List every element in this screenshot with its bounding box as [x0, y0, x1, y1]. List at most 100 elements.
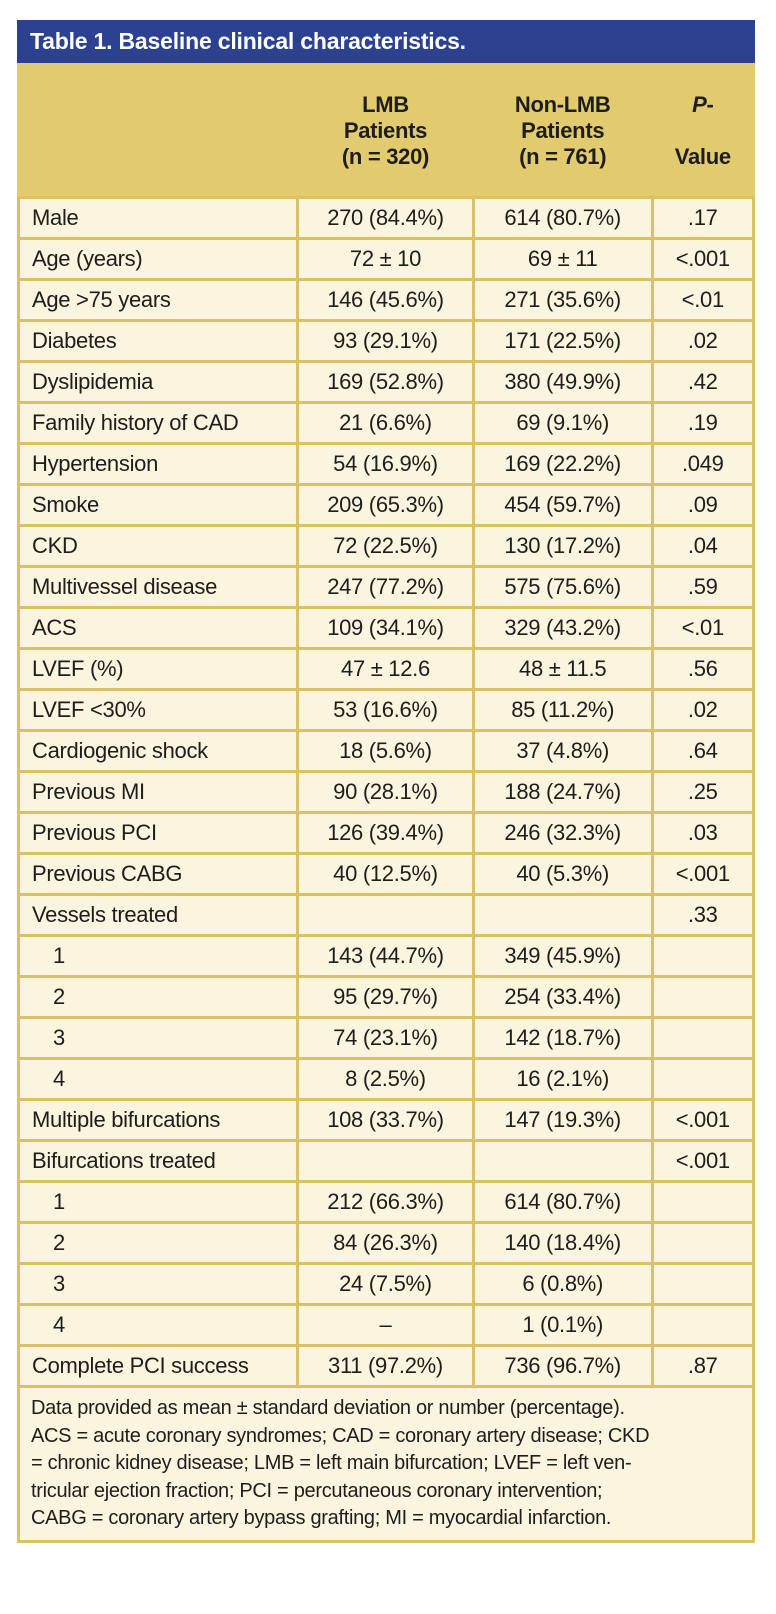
row-label: 4 — [16, 1057, 300, 1101]
nonlmb-value: 246 (32.3%) — [471, 811, 654, 855]
p-value: <.01 — [650, 606, 756, 650]
row-label: Multivessel disease — [16, 565, 300, 609]
nonlmb-value: 614 (80.7%) — [471, 1180, 654, 1224]
p-value: .33 — [650, 893, 756, 937]
row-label: Dyslipidemia — [16, 360, 300, 404]
row-label: LVEF (%) — [16, 647, 300, 691]
p-value: .19 — [650, 401, 756, 445]
p-value: .02 — [650, 319, 756, 363]
table-row: Diabetes 93 (29.1%) 171 (22.5%) .02 — [16, 319, 756, 363]
nonlmb-value: 37 (4.8%) — [471, 729, 654, 773]
row-label: Diabetes — [16, 319, 300, 363]
p-value: .56 — [650, 647, 756, 691]
nonlmb-value: 188 (24.7%) — [471, 770, 654, 814]
row-label: LVEF <30% — [16, 688, 300, 732]
p-value: <.001 — [650, 1098, 756, 1142]
lmb-value: 72 (22.5%) — [296, 524, 475, 568]
row-label: Male — [16, 196, 300, 240]
row-label: 1 — [16, 1180, 300, 1224]
p-value — [650, 1262, 756, 1306]
table-row: LVEF (%) 47 ± 12.6 48 ± 11.5.56 — [16, 647, 756, 691]
footnote-row: Data provided as mean ± standard deviati… — [17, 1385, 755, 1543]
p-value — [650, 1057, 756, 1101]
lmb-value: 90 (28.1%) — [296, 770, 475, 814]
nonlmb-value: 575 (75.6%) — [471, 565, 654, 609]
table-title-bar: Table 1. Baseline clinical characteristi… — [17, 20, 755, 63]
table-row: 2 95 (29.7%) 254 (33.4%) — [16, 975, 756, 1019]
nonlmb-value — [471, 1139, 654, 1183]
lmb-value: 169 (52.8%) — [296, 360, 475, 404]
table-row: Vessels treated .33 — [16, 893, 756, 937]
table-row: Age >75 years 146 (45.6%) 271 (35.6%) <.01 — [16, 278, 756, 322]
row-label: ACS — [16, 606, 300, 650]
table-row: Cardiogenic shock 18 (5.6%) 37 (4.8%) .64 — [16, 729, 756, 773]
nonlmb-value: 1 (0.1%) — [471, 1303, 654, 1347]
nonlmb-value: 130 (17.2%) — [471, 524, 654, 568]
table-row: 3 74 (23.1%) 142 (18.7%) — [16, 1016, 756, 1060]
table-row: 1 143 (44.7%) 349 (45.9%) — [16, 934, 756, 978]
table-row: CKD 72 (22.5%) 130 (17.2%) .04 — [16, 524, 756, 568]
row-label: 4 — [16, 1303, 300, 1347]
lmb-value: 143 (44.7%) — [296, 934, 475, 978]
row-label: Previous PCI — [16, 811, 300, 855]
table-row: 3 24 (7.5%) 6 (0.8%) — [16, 1262, 756, 1306]
p-value: .09 — [650, 483, 756, 527]
row-label: 2 — [16, 1221, 300, 1265]
lmb-value: 40 (12.5%) — [296, 852, 475, 896]
lmb-value: 93 (29.1%) — [296, 319, 475, 363]
p-value — [650, 1016, 756, 1060]
table-body: Male 270 (84.4%) 614 (80.7%) .17 Age (years)… — [16, 196, 756, 1388]
p-value — [650, 1303, 756, 1347]
lmb-value: 209 (65.3%) — [296, 483, 475, 527]
row-label: 2 — [16, 975, 300, 1019]
lmb-value — [296, 1139, 475, 1183]
lmb-value: 53 (16.6%) — [296, 688, 475, 732]
row-label: 1 — [16, 934, 300, 978]
nonlmb-value — [471, 893, 654, 937]
p-value: .42 — [650, 360, 756, 404]
lmb-value: 311 (97.2%) — [296, 1344, 475, 1388]
nonlmb-value: 169 (22.2%) — [471, 442, 654, 486]
p-value — [650, 1180, 756, 1224]
p-value: <.001 — [650, 852, 756, 896]
p-value: <.001 — [650, 237, 756, 281]
row-label: Multiple bifurcations — [16, 1098, 300, 1142]
p-dash: - — [706, 92, 714, 117]
nonlmb-value: 40 (5.3%) — [471, 852, 654, 896]
p-value: <.01 — [650, 278, 756, 322]
lmb-value: 21 (6.6%) — [296, 401, 475, 445]
table-row: 1 212 (66.3%) 614 (80.7%) — [16, 1180, 756, 1224]
nonlmb-value: 329 (43.2%) — [471, 606, 654, 650]
row-label: Smoke — [16, 483, 300, 527]
nonlmb-value: 454 (59.7%) — [471, 483, 654, 527]
row-label: Family history of CAD — [16, 401, 300, 445]
lmb-value: – — [296, 1303, 475, 1347]
header-nonlmb-patients: Non-LMB Patients (n = 761) — [471, 63, 654, 199]
lmb-value: 109 (34.1%) — [296, 606, 475, 650]
row-label: 3 — [16, 1016, 300, 1060]
p-value: .59 — [650, 565, 756, 609]
lmb-value: 74 (23.1%) — [296, 1016, 475, 1060]
p-symbol: P — [692, 92, 707, 117]
nonlmb-value: 380 (49.9%) — [471, 360, 654, 404]
lmb-value: 47 ± 12.6 — [296, 647, 475, 691]
p-value: .02 — [650, 688, 756, 732]
header-p-value: P- Value — [650, 63, 756, 199]
nonlmb-value: 349 (45.9%) — [471, 934, 654, 978]
lmb-value: 18 (5.6%) — [296, 729, 475, 773]
p-value: .87 — [650, 1344, 756, 1388]
row-label: 3 — [16, 1262, 300, 1306]
nonlmb-value: 736 (96.7%) — [471, 1344, 654, 1388]
row-label: Complete PCI success — [16, 1344, 300, 1388]
row-label: Age >75 years — [16, 278, 300, 322]
nonlmb-value: 254 (33.4%) — [471, 975, 654, 1019]
lmb-value: 8 (2.5%) — [296, 1057, 475, 1101]
lmb-value: 126 (39.4%) — [296, 811, 475, 855]
nonlmb-value: 140 (18.4%) — [471, 1221, 654, 1265]
p-value: .03 — [650, 811, 756, 855]
row-label: Age (years) — [16, 237, 300, 281]
lmb-value: 72 ± 10 — [296, 237, 475, 281]
data-table: LMB Patients (n = 320) Non-LMB Patients … — [16, 63, 756, 1543]
p-value: .25 — [650, 770, 756, 814]
nonlmb-value: 85 (11.2%) — [471, 688, 654, 732]
